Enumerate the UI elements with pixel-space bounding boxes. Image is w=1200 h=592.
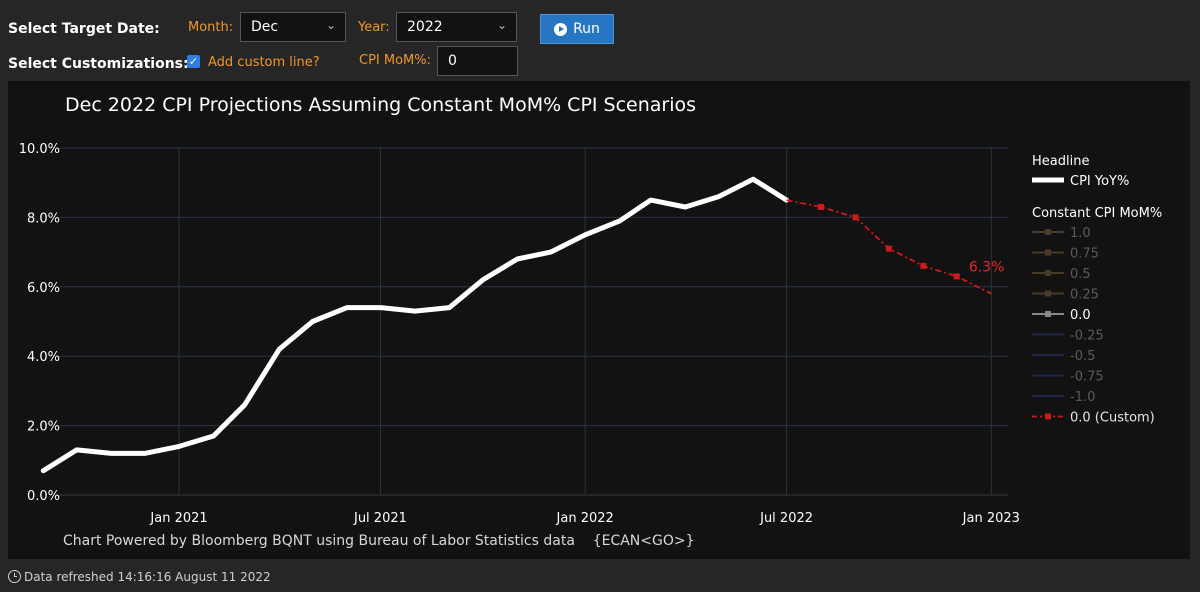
x-tick-label: Jul 2022 xyxy=(759,511,813,526)
grid xyxy=(60,147,1008,496)
legend-marker xyxy=(1045,270,1051,276)
y-tick-label: 0.0% xyxy=(27,489,60,504)
legend-mom-title: Constant CPI MoM% xyxy=(1032,206,1162,221)
source-note: Chart Powered by Bloomberg BQNT using Bu… xyxy=(63,533,695,549)
footer: Data refreshed 14:16:16 August 11 2022 xyxy=(0,560,1200,592)
legend-item-label: -1.0 xyxy=(1070,390,1095,405)
legend-marker xyxy=(1045,311,1051,317)
chevron-down-icon: ⌄ xyxy=(496,18,507,32)
legend-marker xyxy=(1045,249,1051,256)
year-select[interactable]: 2022 ⌄ xyxy=(396,12,517,42)
legend-item-label: 0.0 xyxy=(1070,308,1091,323)
x-tick-label: Jan 2022 xyxy=(556,511,614,526)
run-button-label: Run xyxy=(573,21,600,37)
custom-projection-point xyxy=(885,245,892,252)
custom-projection-point xyxy=(920,262,927,269)
legend-item-label: 1.0 xyxy=(1070,226,1091,241)
y-tick-label: 4.0% xyxy=(27,350,60,365)
legend-item-label: 0.75 xyxy=(1070,247,1099,262)
y-tick-label: 2.0% xyxy=(27,420,60,435)
legend-item-label: CPI YoY% xyxy=(1070,174,1129,189)
year-label: Year: xyxy=(358,20,390,35)
legend-headline-title: Headline xyxy=(1032,154,1089,169)
custom-line-label: Add custom line? xyxy=(208,55,320,70)
mom-input-value: 0 xyxy=(448,53,457,69)
month-label: Month: xyxy=(188,20,234,35)
legend-marker xyxy=(1045,229,1051,235)
month-select-value: Dec xyxy=(251,19,279,35)
checkmark-icon: ✓ xyxy=(188,55,199,68)
series: 6.3% xyxy=(40,176,1005,474)
x-axis: Jan 2021 Jul 2021 Jan 2022 Jul 2022 Jan 2023 xyxy=(149,511,1020,526)
play-icon xyxy=(554,22,568,36)
chart-title: Dec 2022 CPI Projections Assuming Consta… xyxy=(65,94,696,116)
year-select-value: 2022 xyxy=(407,19,443,35)
mom-input[interactable]: 0 xyxy=(437,46,518,76)
target-date-label: Select Target Date: xyxy=(8,21,160,37)
mom-label: CPI MoM%: xyxy=(359,53,432,68)
x-tick-label: Jan 2023 xyxy=(962,511,1020,526)
y-tick-label: 6.0% xyxy=(27,281,60,296)
projection-annotation: 6.3% xyxy=(969,259,1005,275)
y-axis: 0.0% 2.0% 4.0% 6.0% 8.0% 10.0% xyxy=(19,142,60,504)
cpi-chart: Dec 2022 CPI Projections Assuming Consta… xyxy=(19,94,1163,549)
custom-projection-point xyxy=(953,273,960,280)
legend-item-label: 0.0 (Custom) xyxy=(1070,411,1155,426)
legend-item-label: -0.5 xyxy=(1070,349,1095,364)
cpi-yoy-line xyxy=(40,176,790,474)
chart-panel: Dec 2022 CPI Projections Assuming Consta… xyxy=(8,81,1190,559)
run-button[interactable]: Run xyxy=(540,14,614,44)
custom-projection-point xyxy=(818,203,825,210)
legend-marker xyxy=(1045,413,1051,420)
custom-projection-point xyxy=(852,214,859,221)
customizations-label: Select Customizations: xyxy=(8,56,189,72)
x-tick-label: Jan 2021 xyxy=(149,511,207,526)
clock-icon xyxy=(8,570,21,583)
legend-item-label: -0.75 xyxy=(1070,370,1104,385)
legend-marker xyxy=(1045,290,1051,297)
y-tick-label: 8.0% xyxy=(27,211,60,226)
month-select[interactable]: Dec ⌄ xyxy=(240,12,346,42)
chevron-down-icon: ⌄ xyxy=(325,18,336,32)
refresh-text: Data refreshed 14:16:16 August 11 2022 xyxy=(24,570,271,584)
legend-item-label: 0.5 xyxy=(1070,267,1091,282)
custom-line-checkbox[interactable]: ✓ xyxy=(187,55,200,68)
legend-item-label: -0.25 xyxy=(1070,329,1104,344)
legend[interactable]: Headline CPI YoY% Constant CPI MoM% 1.0 0.75… xyxy=(1032,154,1162,426)
x-tick-label: Jul 2021 xyxy=(353,511,407,526)
legend-item-label: 0.25 xyxy=(1070,288,1099,303)
y-tick-label: 10.0% xyxy=(19,142,60,157)
